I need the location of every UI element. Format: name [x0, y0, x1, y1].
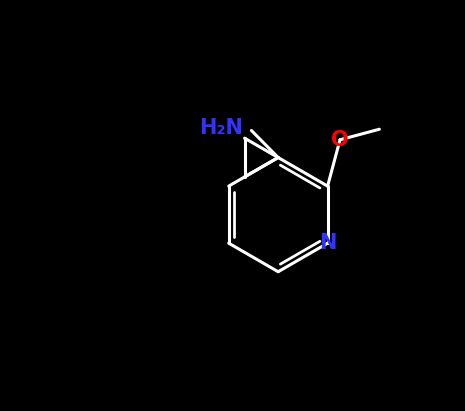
Text: N: N [319, 233, 336, 253]
Text: O: O [331, 130, 349, 150]
Text: H₂N: H₂N [199, 118, 243, 138]
